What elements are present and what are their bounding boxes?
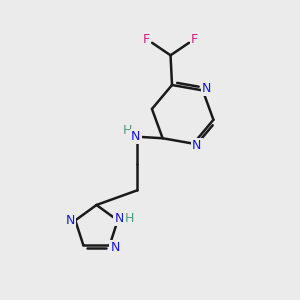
Text: F: F <box>191 33 198 46</box>
Text: F: F <box>143 33 150 46</box>
Text: N: N <box>202 82 211 95</box>
Text: N: N <box>115 212 124 225</box>
Text: N: N <box>110 241 120 254</box>
Text: N: N <box>65 214 75 227</box>
Text: H: H <box>124 212 134 224</box>
Text: N: N <box>192 139 202 152</box>
Text: N: N <box>131 130 141 143</box>
Text: H: H <box>123 124 133 137</box>
